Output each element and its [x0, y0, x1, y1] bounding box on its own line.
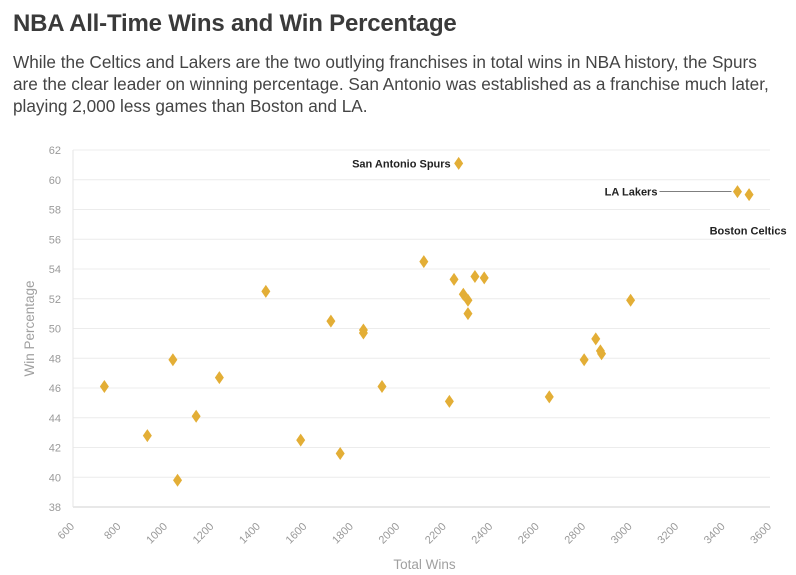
y-tick-label: 52 — [49, 294, 61, 306]
data-point — [463, 293, 473, 307]
data-point — [419, 255, 429, 269]
chart-title: NBA All-Time Wins and Win Percentage — [13, 10, 457, 37]
x-tick-label: 2000 — [377, 521, 403, 547]
x-tick-label: 1000 — [144, 521, 170, 547]
annotation-label: San Antonio Spurs — [352, 158, 451, 170]
x-tick-label: 1600 — [284, 521, 310, 547]
y-axis-label: Win Percentage — [22, 280, 37, 376]
data-point — [335, 446, 345, 460]
data-point — [326, 314, 336, 328]
x-tick-label: 2200 — [423, 521, 449, 547]
data-point — [142, 429, 152, 443]
data-point — [296, 433, 306, 447]
data-point — [444, 394, 454, 408]
y-tick-label: 44 — [49, 413, 61, 425]
data-point — [479, 271, 489, 285]
x-tick-label: 3600 — [748, 521, 774, 547]
x-tick-label: 1800 — [330, 521, 356, 547]
annotation-label: Boston Celtics — [710, 226, 787, 238]
y-tick-label: 40 — [49, 472, 61, 484]
data-point — [626, 293, 636, 307]
y-axis-ticks: 38 40 42 44 46 48 50 52 54 56 58 60 62 — [49, 145, 61, 514]
chart-subtitle: While the Celtics and Lakers are the two… — [13, 52, 769, 116]
data-point — [591, 332, 601, 346]
data-point — [377, 380, 387, 394]
y-tick-label: 48 — [49, 353, 61, 365]
data-point — [261, 284, 271, 298]
data-point — [579, 353, 589, 367]
data-point — [744, 188, 754, 202]
data-point — [168, 353, 178, 367]
x-tick-label: 600 — [56, 521, 77, 542]
data-point — [173, 473, 183, 487]
x-tick-label: 2400 — [470, 521, 496, 547]
data-point — [544, 390, 554, 404]
x-tick-label: 1200 — [191, 521, 217, 547]
data-point — [597, 347, 607, 361]
data-point — [454, 156, 464, 170]
x-axis-ticks: 600 800 1000 1200 1400 1600 1800 2000 2200 2400 26… — [56, 521, 774, 547]
x-axis-label: Total Wins — [393, 557, 456, 572]
y-tick-label: 62 — [49, 145, 61, 157]
x-tick-label: 3000 — [609, 521, 635, 547]
data-point — [358, 323, 368, 337]
x-tick-label: 3400 — [702, 521, 728, 547]
data-point — [732, 185, 742, 199]
annotation-label: LA Lakers — [605, 187, 658, 199]
y-tick-label: 56 — [49, 234, 61, 246]
data-point — [191, 409, 201, 423]
data-point — [449, 272, 459, 286]
data-point — [463, 307, 473, 321]
data-point — [99, 380, 109, 394]
y-tick-label: 42 — [49, 443, 61, 455]
y-tick-label: 58 — [49, 205, 61, 217]
x-tick-label: 2800 — [562, 521, 588, 547]
y-tick-label: 46 — [49, 383, 61, 395]
y-tick-label: 60 — [49, 175, 61, 187]
data-points — [99, 156, 754, 487]
y-tick-label: 38 — [49, 502, 61, 514]
gridlines — [72, 149, 770, 508]
y-tick-label: 54 — [49, 264, 61, 276]
x-tick-label: 800 — [102, 521, 123, 542]
annotations: San Antonio Spurs LA Lakers Boston Celtics — [352, 158, 787, 237]
x-tick-label: 1400 — [237, 521, 263, 547]
x-tick-label: 3200 — [655, 521, 681, 547]
data-point — [214, 371, 224, 385]
data-point — [470, 269, 480, 283]
x-tick-label: 2600 — [516, 521, 542, 547]
y-tick-label: 50 — [49, 324, 61, 336]
